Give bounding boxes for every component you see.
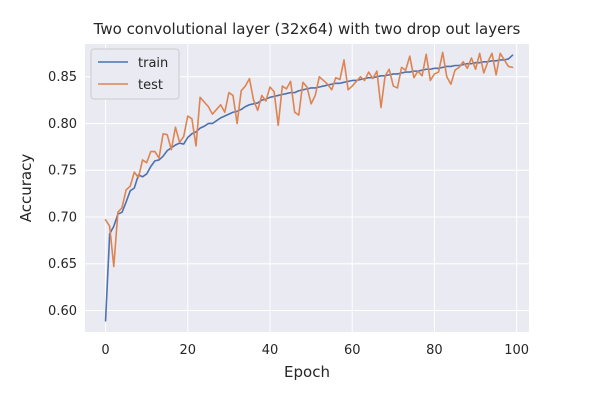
- legend: train test: [90, 48, 180, 100]
- y-tick-label: 0.80: [48, 117, 77, 132]
- y-tick-labels: 0.60 0.65 0.70 0.75 0.80 0.85: [48, 70, 77, 319]
- y-tick-label: 0.65: [48, 257, 77, 272]
- y-tick-label: 0.70: [48, 210, 77, 225]
- x-tick-label: 100: [504, 343, 529, 358]
- x-tick-labels: 0 20 40 60 80 100: [101, 343, 529, 358]
- x-tick-label: 0: [101, 343, 109, 358]
- y-axis-label: Accuracy: [17, 154, 35, 223]
- series-layer: [104, 51, 514, 322]
- x-tick-label: 20: [180, 343, 197, 358]
- y-tick-label: 0.85: [48, 70, 77, 85]
- x-tick-label: 40: [262, 343, 279, 358]
- chart-title: Two convolutional layer (32x64) with two…: [93, 20, 521, 38]
- y-tick-label: 0.75: [48, 164, 77, 179]
- x-tick-label: 60: [344, 343, 361, 358]
- y-tick-label: 0.60: [48, 304, 77, 319]
- series-line-test: [104, 51, 514, 268]
- legend-label-test: test: [138, 78, 163, 93]
- x-tick-label: 80: [426, 343, 443, 358]
- y-gridlines: [85, 76, 529, 311]
- legend-label-train: train: [138, 56, 168, 71]
- x-axis-label: Epoch: [284, 363, 330, 381]
